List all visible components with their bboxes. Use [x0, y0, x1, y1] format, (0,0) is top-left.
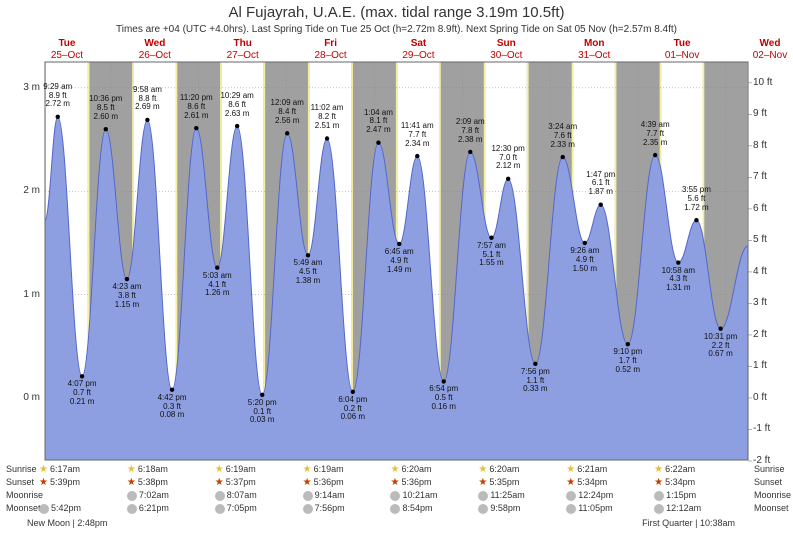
axis-right-label: 8 ft: [753, 140, 788, 151]
footer-value: ★5:35pm: [478, 477, 519, 488]
footer-value: ★5:34pm: [566, 477, 607, 488]
footer-row-label: Sunset: [754, 477, 782, 487]
day-header: Wed02–Nov: [745, 38, 793, 62]
axis-right-label: 7 ft: [753, 171, 788, 182]
axis-left-label: 2 m: [10, 185, 40, 196]
axis-right-label: 6 ft: [753, 203, 788, 214]
footer-value: 7:02am: [127, 490, 169, 501]
footer-value: ★6:19am: [303, 464, 344, 475]
footer-value: 12:12am: [654, 503, 701, 514]
chart-svg: [0, 0, 793, 539]
footer-value: 9:14am: [303, 490, 345, 501]
day-header: Wed26–Oct: [130, 38, 180, 62]
chart-title: Al Fujayrah, U.A.E. (max. tidal range 3.…: [0, 4, 793, 21]
footer-value: 5:42pm: [39, 503, 81, 514]
footer-value: ★5:37pm: [215, 477, 256, 488]
day-header: Mon31–Oct: [569, 38, 619, 62]
footer-value: 12:24pm: [566, 490, 613, 501]
footer-value: 7:05pm: [215, 503, 257, 514]
day-header: Thu27–Oct: [218, 38, 268, 62]
footer-value: 11:25am: [478, 490, 524, 501]
axis-right-label: 5 ft: [753, 234, 788, 245]
footer-value: ★5:34pm: [654, 477, 695, 488]
footer-value: ★6:17am: [39, 464, 80, 475]
footer-row-label: Moonset: [754, 503, 789, 513]
footer-value: ★6:20am: [478, 464, 519, 475]
footer-value: ★6:18am: [127, 464, 168, 475]
axis-right-label: 4 ft: [753, 266, 788, 277]
footer-value: ★5:38pm: [127, 477, 168, 488]
footer-value: ★6:19am: [215, 464, 256, 475]
axis-right-label: 3 ft: [753, 297, 788, 308]
footer-row-label: Moonset: [6, 503, 41, 513]
footer-row-label: Moonrise: [754, 490, 791, 500]
axis-right-label: 0 ft: [753, 392, 788, 403]
moon-phase-label: First Quarter | 10:38am: [642, 518, 735, 528]
footer-row-label: Sunset: [6, 477, 34, 487]
axis-right-label: 2 ft: [753, 329, 788, 340]
axis-right-label: -1 ft: [753, 423, 788, 434]
axis-left-label: 1 m: [10, 289, 40, 300]
footer-value: 7:56pm: [303, 503, 345, 514]
day-header: Sat29–Oct: [393, 38, 443, 62]
footer-row-label: Sunrise: [754, 464, 785, 474]
day-header: Sun30–Oct: [481, 38, 531, 62]
footer-value: 6:21pm: [127, 503, 169, 514]
footer-value: ★5:36pm: [390, 477, 431, 488]
footer-value: 8:07am: [215, 490, 257, 501]
day-header: Tue25–Oct: [42, 38, 92, 62]
footer-value: 11:05pm: [566, 503, 612, 514]
tide-chart: Al Fujayrah, U.A.E. (max. tidal range 3.…: [0, 0, 793, 539]
footer-row-label: Sunrise: [6, 464, 37, 474]
axis-right-label: 10 ft: [753, 77, 788, 88]
footer-value: ★6:20am: [390, 464, 431, 475]
footer-value: ★5:39pm: [39, 477, 80, 488]
footer-value: 1:15pm: [654, 490, 696, 501]
axis-right-label: 1 ft: [753, 360, 788, 371]
moon-phase-label: New Moon | 2:48pm: [27, 518, 107, 528]
footer-value: 8:54pm: [390, 503, 432, 514]
footer-value: ★5:36pm: [303, 477, 344, 488]
axis-left-label: 0 m: [10, 392, 40, 403]
footer-value: 10:21am: [390, 490, 437, 501]
axis-right-label: 9 ft: [753, 108, 788, 119]
axis-left-label: 3 m: [10, 82, 40, 93]
footer-value: ★6:22am: [654, 464, 695, 475]
day-header: Tue01–Nov: [657, 38, 707, 62]
chart-subtitle: Times are +04 (UTC +4.0hrs). Last Spring…: [0, 24, 793, 35]
footer-value: ★6:21am: [566, 464, 607, 475]
footer-row-label: Moonrise: [6, 490, 43, 500]
footer-value: 9:58pm: [478, 503, 520, 514]
day-header: Fri28–Oct: [306, 38, 356, 62]
